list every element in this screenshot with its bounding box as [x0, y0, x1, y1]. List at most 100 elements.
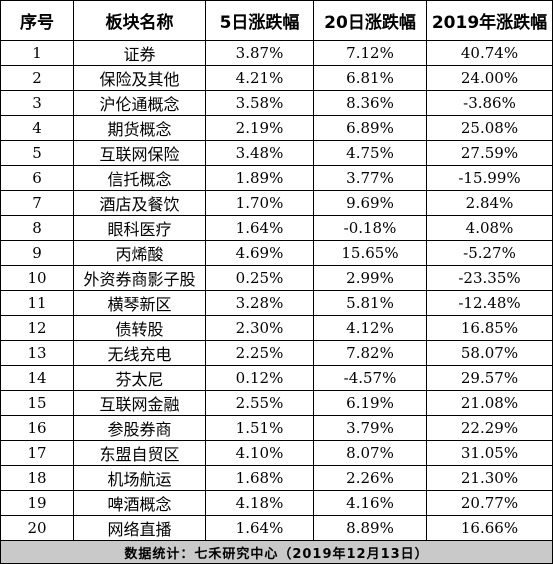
cell-index: 16 — [0, 415, 74, 441]
cell-20d-change: -4.57% — [313, 365, 427, 391]
cell-20d-change: 6.19% — [313, 390, 427, 416]
cell-2019-change: -3.86% — [426, 90, 553, 116]
cell-2019-change: 21.08% — [426, 390, 553, 416]
cell-2019-change: 25.08% — [426, 115, 553, 141]
table-row: 13 无线充电 2.25% 7.82% 58.07% — [0, 340, 553, 366]
cell-sector: 债转股 — [73, 315, 206, 341]
cell-5d-change: 4.18% — [205, 490, 314, 516]
cell-20d-change: 6.81% — [313, 65, 427, 91]
cell-sector: 信托概念 — [73, 165, 206, 191]
cell-index: 5 — [0, 140, 74, 166]
cell-sector: 参股券商 — [73, 415, 206, 441]
cell-sector: 无线充电 — [73, 340, 206, 366]
cell-2019-change: -15.99% — [426, 165, 553, 191]
cell-sector: 眼科医疗 — [73, 215, 206, 241]
cell-2019-change: 24.00% — [426, 65, 553, 91]
table-row: 4 期货概念 2.19% 6.89% 25.08% — [0, 115, 553, 141]
cell-index: 15 — [0, 390, 74, 416]
cell-sector: 证券 — [73, 40, 206, 66]
cell-index: 18 — [0, 465, 74, 491]
table-row: 2 保险及其他 4.21% 6.81% 24.00% — [0, 65, 553, 91]
table-row: 6 信托概念 1.89% 3.77% -15.99% — [0, 165, 553, 191]
cell-sector: 啤酒概念 — [73, 490, 206, 516]
cell-sector: 芬太尼 — [73, 365, 206, 391]
cell-5d-change: 3.87% — [205, 40, 314, 66]
cell-sector: 网络直播 — [73, 515, 206, 541]
cell-index: 2 — [0, 65, 74, 91]
table-row: 20 网络直播 1.64% 8.89% 16.66% — [0, 515, 553, 541]
table-body: 1 证券 3.87% 7.12% 40.74% 2 保险及其他 4.21% 6.81% 24.00… — [0, 40, 553, 541]
cell-sector: 横琴新区 — [73, 290, 206, 316]
cell-5d-change: 4.69% — [205, 240, 314, 266]
header-2019-change: 2019年涨跌幅 — [426, 0, 553, 41]
cell-2019-change: 16.66% — [426, 515, 553, 541]
cell-sector: 酒店及餐饮 — [73, 190, 206, 216]
header-20d-change: 20日涨跌幅 — [313, 0, 427, 41]
cell-2019-change: 29.57% — [426, 365, 553, 391]
table-row: 19 啤酒概念 4.18% 4.16% 20.77% — [0, 490, 553, 516]
cell-5d-change: 0.12% — [205, 365, 314, 391]
cell-5d-change: 3.48% — [205, 140, 314, 166]
cell-sector: 沪伦通概念 — [73, 90, 206, 116]
table-row: 8 眼科医疗 1.64% -0.18% 4.08% — [0, 215, 553, 241]
cell-5d-change: 2.30% — [205, 315, 314, 341]
footer-row: 数据统计：七禾研究中心（2019年12月13日） — [0, 540, 553, 564]
table-row: 3 沪伦通概念 3.58% 8.36% -3.86% — [0, 90, 553, 116]
table-row: 16 参股券商 1.51% 3.79% 22.29% — [0, 415, 553, 441]
cell-20d-change: 3.79% — [313, 415, 427, 441]
table-row: 11 横琴新区 3.28% 5.81% -12.48% — [0, 290, 553, 316]
cell-index: 9 — [0, 240, 74, 266]
cell-sector: 互联网保险 — [73, 140, 206, 166]
cell-2019-change: 4.08% — [426, 215, 553, 241]
cell-index: 11 — [0, 290, 74, 316]
cell-5d-change: 1.51% — [205, 415, 314, 441]
header-sector: 板块名称 — [73, 0, 206, 41]
cell-5d-change: 0.25% — [205, 265, 314, 291]
cell-2019-change: 22.29% — [426, 415, 553, 441]
cell-index: 13 — [0, 340, 74, 366]
cell-20d-change: 4.16% — [313, 490, 427, 516]
cell-index: 17 — [0, 440, 74, 466]
cell-20d-change: 2.99% — [313, 265, 427, 291]
header-5d-change: 5日涨跌幅 — [205, 0, 314, 41]
cell-sector: 丙烯酸 — [73, 240, 206, 266]
cell-5d-change: 3.58% — [205, 90, 314, 116]
cell-20d-change: 3.77% — [313, 165, 427, 191]
cell-2019-change: 2.84% — [426, 190, 553, 216]
table-row: 15 互联网金融 2.55% 6.19% 21.08% — [0, 390, 553, 416]
cell-20d-change: 7.12% — [313, 40, 427, 66]
cell-20d-change: 9.69% — [313, 190, 427, 216]
cell-20d-change: 8.07% — [313, 440, 427, 466]
cell-20d-change: 4.12% — [313, 315, 427, 341]
cell-2019-change: -23.35% — [426, 265, 553, 291]
cell-5d-change: 1.68% — [205, 465, 314, 491]
table-row: 1 证券 3.87% 7.12% 40.74% — [0, 40, 553, 66]
cell-index: 3 — [0, 90, 74, 116]
table-row: 7 酒店及餐饮 1.70% 9.69% 2.84% — [0, 190, 553, 216]
table-row: 17 东盟自贸区 4.10% 8.07% 31.05% — [0, 440, 553, 466]
cell-index: 14 — [0, 365, 74, 391]
cell-20d-change: 8.36% — [313, 90, 427, 116]
cell-sector: 保险及其他 — [73, 65, 206, 91]
cell-2019-change: 31.05% — [426, 440, 553, 466]
cell-2019-change: 16.85% — [426, 315, 553, 341]
cell-index: 7 — [0, 190, 74, 216]
cell-index: 20 — [0, 515, 74, 541]
cell-2019-change: -12.48% — [426, 290, 553, 316]
cell-20d-change: 7.82% — [313, 340, 427, 366]
table-row: 5 互联网保险 3.48% 4.75% 27.59% — [0, 140, 553, 166]
cell-20d-change: -0.18% — [313, 215, 427, 241]
cell-20d-change: 2.26% — [313, 465, 427, 491]
cell-index: 12 — [0, 315, 74, 341]
cell-5d-change: 3.28% — [205, 290, 314, 316]
header-index: 序号 — [0, 0, 74, 41]
cell-2019-change: 58.07% — [426, 340, 553, 366]
cell-index: 19 — [0, 490, 74, 516]
cell-5d-change: 1.89% — [205, 165, 314, 191]
cell-2019-change: 40.74% — [426, 40, 553, 66]
cell-index: 6 — [0, 165, 74, 191]
data-source-note: 数据统计：七禾研究中心（2019年12月13日） — [0, 540, 553, 564]
cell-2019-change: 20.77% — [426, 490, 553, 516]
cell-5d-change: 1.64% — [205, 215, 314, 241]
